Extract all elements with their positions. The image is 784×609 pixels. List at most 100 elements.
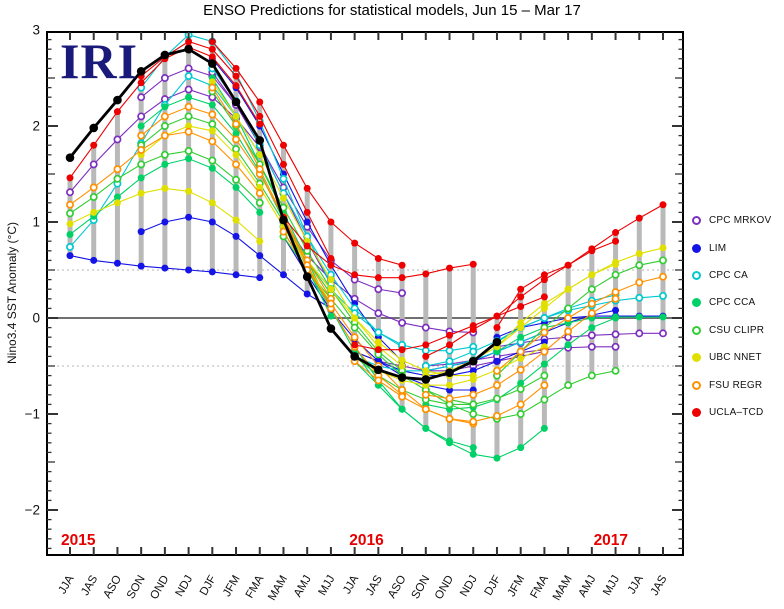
forecast-point: [611, 288, 620, 297]
forecast-point: [66, 174, 74, 182]
forecast-point: [469, 347, 478, 356]
legend-open-circle-icon: [692, 270, 701, 280]
forecast-point: [588, 271, 596, 279]
forecast-point: [303, 242, 311, 250]
forecast-point: [161, 103, 169, 111]
x-axis-season-label: OND: [148, 574, 171, 602]
forecast-point: [232, 216, 240, 224]
forecast-point: [421, 405, 430, 414]
forecast-point: [184, 102, 193, 111]
forecast-point: [540, 424, 548, 432]
x-axis-season-label: JAS: [364, 573, 385, 598]
y-axis-label: Nino3.4 SST Anomaly (°C): [5, 222, 19, 364]
forecast-point: [327, 218, 335, 226]
x-axis-season-label: ASO: [101, 573, 124, 600]
x-axis-season-label: ASO: [386, 573, 409, 600]
forecast-point: [113, 135, 122, 144]
forecast-point: [422, 424, 430, 432]
forecast-point: [398, 405, 406, 413]
forecast-point: [540, 271, 548, 279]
forecast-point: [517, 444, 525, 452]
x-axis-season-label: MAM: [551, 574, 575, 603]
forecast-point: [422, 381, 430, 389]
forecast-point: [255, 198, 264, 207]
forecast-point: [469, 390, 478, 399]
forecast-point: [446, 381, 454, 389]
forecast-point: [208, 164, 216, 172]
forecast-point: [160, 122, 169, 130]
forecast-point: [208, 268, 216, 276]
forecast-point: [208, 38, 216, 46]
x-axis-season-label: DJF: [483, 574, 504, 598]
forecast-point: [208, 199, 216, 207]
forecast-point: [232, 82, 240, 90]
forecast-point: [208, 101, 216, 109]
forecast-point: [635, 278, 644, 287]
forecast-point: [137, 112, 146, 121]
forecast-point: [540, 276, 548, 284]
forecast-point: [256, 98, 264, 106]
forecast-point: [422, 352, 430, 360]
forecast-point: [446, 439, 454, 447]
legend-item-label: CPC MRKOV: [709, 215, 772, 227]
forecast-point: [469, 410, 478, 418]
forecast-point: [184, 64, 193, 73]
forecast-point: [160, 112, 169, 121]
y-tick-label: −1: [25, 407, 40, 422]
x-axis-season-label: FMA: [528, 573, 551, 600]
x-axis-season-label: NDJ: [174, 574, 196, 599]
forecast-point: [564, 304, 573, 313]
forecast-point: [256, 208, 264, 216]
forecast-point: [421, 323, 430, 332]
forecast-point: [517, 333, 525, 341]
forecast-point: [185, 266, 193, 274]
x-axis-season-label: SON: [410, 574, 433, 602]
forecast-point: [160, 74, 169, 82]
legend-filled-circle-icon: [692, 353, 701, 363]
forecast-point: [446, 264, 454, 272]
forecast-point: [493, 394, 501, 403]
plot-frame: [46, 31, 684, 556]
forecast-point: [256, 151, 264, 159]
forecast-point: [493, 312, 501, 320]
forecast-line: [496, 315, 663, 338]
forecast-point: [374, 285, 383, 294]
forecast-point: [564, 341, 572, 349]
forecast-point: [493, 454, 501, 462]
x-axis-season-label: JJA: [626, 573, 646, 596]
forecast-point: [184, 147, 193, 155]
forecast-point: [184, 85, 193, 94]
forecast-point: [635, 329, 644, 338]
forecast-point: [374, 309, 383, 318]
year-label: 2017: [594, 532, 628, 549]
x-axis-season-label: JAS: [79, 573, 100, 598]
legend-item: CPC CCA: [692, 289, 771, 316]
forecast-point: [398, 318, 407, 327]
forecast-point: [232, 151, 240, 159]
legend-open-circle-icon: [692, 380, 701, 390]
forecast-point: [398, 392, 407, 401]
forecast-point: [232, 130, 240, 138]
x-axis-season-label: FMA: [244, 573, 267, 600]
forecast-point: [185, 122, 193, 130]
forecast-point: [635, 250, 643, 258]
forecast-point: [255, 165, 264, 174]
forecast-point: [255, 189, 264, 198]
forecast-point: [540, 328, 549, 337]
forecast-point: [256, 237, 264, 245]
legend-open-circle-icon: [692, 216, 701, 226]
forecast-point: [351, 341, 359, 349]
forecast-point: [303, 237, 311, 245]
forecast-point: [185, 187, 193, 195]
forecast-point: [588, 324, 596, 332]
forecast-point: [208, 110, 217, 119]
forecast-point: [611, 330, 620, 339]
y-tick-label: −2: [25, 503, 40, 518]
forecast-point: [232, 271, 240, 279]
forecast-point: [208, 218, 216, 226]
forecast-point: [445, 394, 454, 403]
forecast-point: [208, 53, 216, 61]
forecast-point: [446, 386, 454, 394]
forecast-point: [185, 155, 193, 163]
